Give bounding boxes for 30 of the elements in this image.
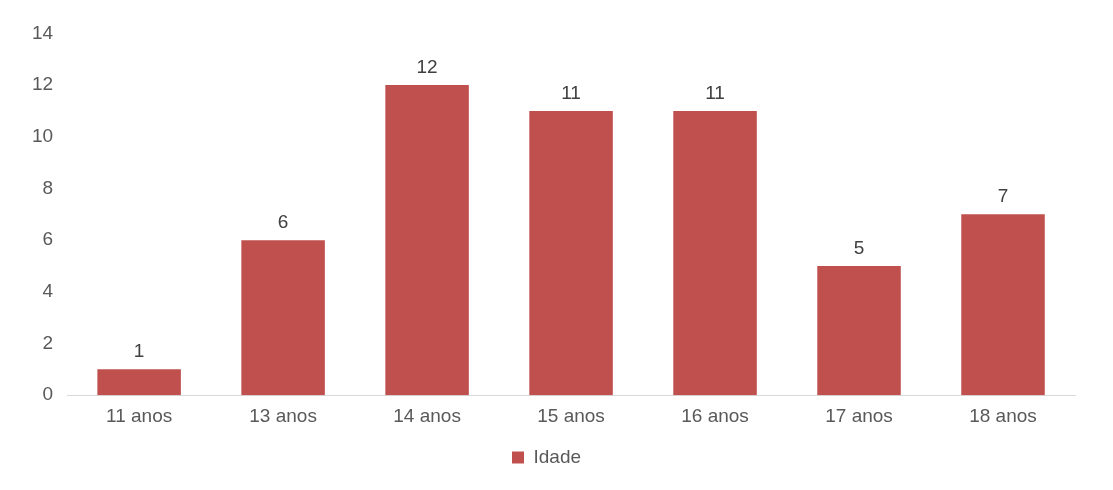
y-tick-label: 0 [42, 383, 54, 405]
bar [529, 110, 613, 396]
data-label: 11 [561, 81, 581, 103]
data-label: 7 [997, 185, 1009, 207]
x-tick-label: 13 anos [249, 404, 317, 426]
x-tick-label: 18 anos [969, 404, 1037, 426]
y-tick-label: 4 [42, 280, 54, 302]
bar [385, 85, 469, 396]
y-tick-label: 10 [31, 125, 54, 147]
bar [817, 265, 901, 396]
data-label: 6 [277, 210, 289, 232]
bar [97, 369, 181, 396]
data-label: 5 [853, 236, 865, 258]
y-tick-label: 12 [31, 73, 54, 95]
y-tick-label: 14 [31, 21, 54, 43]
x-tick-label: 11 anos [106, 404, 173, 426]
x-tick-label: 15 anos [537, 404, 605, 426]
bar [961, 214, 1045, 396]
x-tick-label: 14 anos [393, 404, 461, 426]
y-tick-label: 2 [42, 331, 54, 353]
x-tick-label: 16 anos [681, 404, 749, 426]
legend-label: Idade [533, 445, 582, 467]
x-tick-label: 17 anos [825, 404, 893, 426]
y-tick-label: 8 [42, 176, 54, 198]
data-label: 12 [416, 55, 438, 77]
bar [241, 240, 325, 396]
y-tick-label: 6 [42, 228, 54, 250]
bar [673, 110, 757, 396]
data-label: 1 [133, 340, 145, 362]
data-label: 11 [705, 81, 725, 103]
